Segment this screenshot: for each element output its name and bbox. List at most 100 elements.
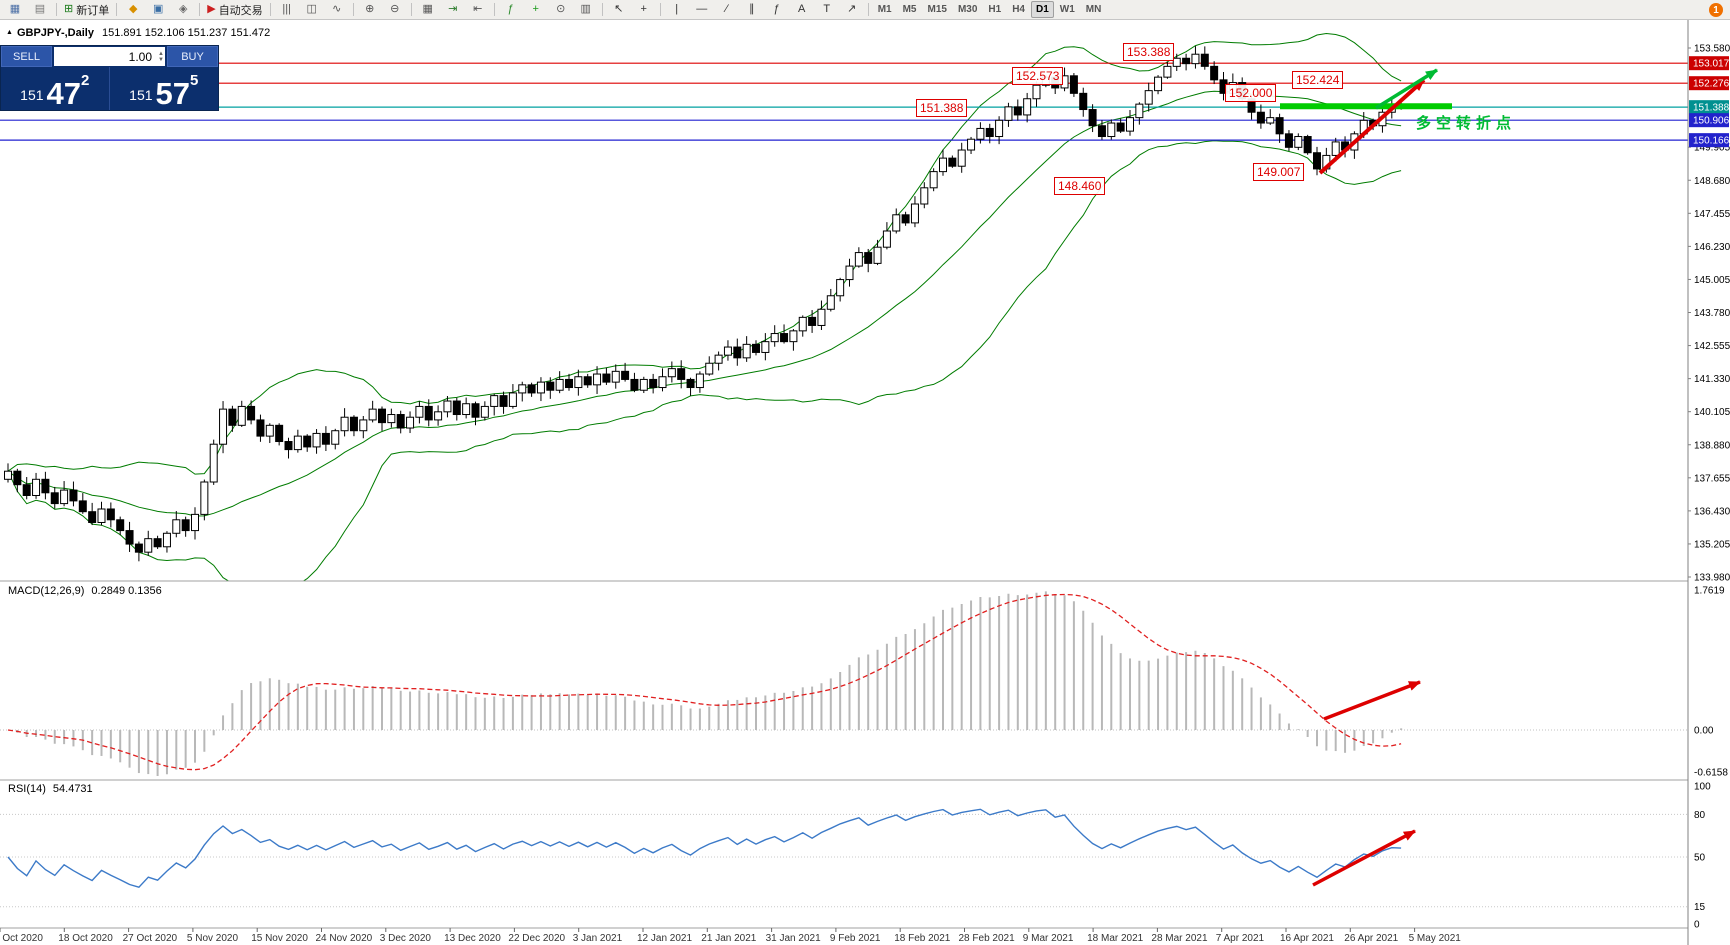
- time-axis-label: 16 Apr 2021: [1280, 933, 1334, 944]
- text-label-icon: T: [823, 3, 831, 15]
- timeframe-h1-button[interactable]: H1: [988, 4, 1002, 15]
- add-indicator-icon: +: [532, 3, 539, 15]
- text-label-button[interactable]: T: [815, 0, 839, 19]
- volume-spinner-icon[interactable]: ▲ ▼: [158, 50, 164, 63]
- candlestick-mode-icon: ◫: [306, 3, 317, 15]
- timeframe-w1-button[interactable]: W1: [1059, 4, 1075, 15]
- notification-badge[interactable]: 1: [1709, 3, 1723, 17]
- price-axis[interactable]: [1688, 20, 1730, 945]
- cursor-button[interactable]: ↖: [607, 0, 631, 19]
- price-callout[interactable]: 152.000: [1225, 84, 1277, 102]
- sell-button[interactable]: SELL: [1, 46, 52, 67]
- autotrading-icon: ▶: [207, 3, 216, 15]
- tile-windows-button[interactable]: ▦: [416, 0, 440, 19]
- zoom-out-button[interactable]: ⊖: [383, 0, 407, 19]
- indicators-list-button[interactable]: ƒ: [499, 0, 523, 19]
- line-chart-mode-button[interactable]: ∿: [325, 0, 349, 19]
- autotrading-label: 自动交易: [218, 4, 263, 17]
- volume-value: 1.00: [128, 49, 152, 64]
- time-axis-label: 5 May 2021: [1409, 933, 1462, 944]
- market-watch-button[interactable]: ◆: [121, 0, 145, 19]
- text-button[interactable]: A: [790, 0, 814, 19]
- timeframe-m1-button[interactable]: M1: [877, 4, 892, 15]
- rsi-axis-label: 15: [1694, 902, 1706, 913]
- rsi-pane[interactable]: [0, 808, 1688, 908]
- horizontal-line-button[interactable]: —: [690, 0, 714, 19]
- timeframe-d1-button[interactable]: D1: [1031, 1, 1054, 18]
- price-callout[interactable]: 149.007: [1253, 163, 1305, 181]
- arrows-tool-button[interactable]: ↗: [840, 0, 864, 19]
- zoom-in-button[interactable]: ⊕: [358, 0, 382, 19]
- price-tag-label: 150.166: [1693, 136, 1730, 147]
- price-tag: [1689, 56, 1729, 71]
- buy-price[interactable]: 151 57 5: [129, 72, 199, 111]
- time-axis-label: 31 Jan 2021: [766, 933, 821, 944]
- price-tag: [1689, 113, 1729, 128]
- trendline-button[interactable]: ∕: [715, 0, 739, 19]
- templates-button[interactable]: ▥: [574, 0, 598, 19]
- macd-pane[interactable]: [0, 591, 1688, 776]
- timeframe-h4-button[interactable]: H4: [1012, 4, 1025, 15]
- bollinger-middle: [7, 90, 1402, 517]
- chart-profiles-button[interactable]: ▤: [28, 0, 52, 19]
- new-chart-button[interactable]: ▦: [3, 0, 27, 19]
- toolbar-separator: [269, 3, 271, 16]
- chart-shift-button[interactable]: ⇤: [466, 0, 490, 19]
- price-callout[interactable]: 152.424: [1292, 71, 1344, 89]
- price-tag-label: 150.906: [1693, 116, 1730, 127]
- buy-button[interactable]: BUY: [167, 46, 218, 67]
- new-order-button[interactable]: ⊞ 新订单: [61, 0, 112, 19]
- price-tag: [1689, 76, 1729, 91]
- rsi-header: RSI(14) 54.4731: [8, 783, 93, 795]
- timeframe-m5-button[interactable]: M5: [902, 4, 917, 15]
- price-callout[interactable]: 151.388: [916, 99, 968, 117]
- one-click-collapse-icon[interactable]: ▲: [6, 29, 13, 36]
- time-axis-label: 3 Dec 2020: [380, 933, 432, 944]
- crosshair-button[interactable]: +: [632, 0, 656, 19]
- timeframe-m15-button[interactable]: M15: [927, 4, 947, 15]
- price-callout[interactable]: 153.388: [1123, 43, 1175, 61]
- data-window-button[interactable]: ▣: [146, 0, 170, 19]
- trend-arrow[interactable]: [1375, 68, 1438, 110]
- toolbar-separator: [659, 3, 661, 16]
- time-axis-label: 18 Oct 2020: [58, 933, 113, 944]
- equidistant-channel-button[interactable]: ∥: [740, 0, 764, 19]
- new-chart-icon: ▦: [9, 3, 21, 15]
- vertical-line-icon: |: [675, 3, 679, 15]
- bar-chart-mode-button[interactable]: |||: [275, 0, 299, 19]
- main-pane[interactable]: [0, 32, 1688, 594]
- price-callout[interactable]: 148.460: [1054, 177, 1106, 195]
- sell-price[interactable]: 151 47 2: [1, 67, 110, 110]
- candlestick-mode-button[interactable]: ◫: [300, 0, 324, 19]
- time-axis-label: 18 Feb 2021: [894, 933, 951, 944]
- turning-point-annotation[interactable]: 多空转折点: [1416, 115, 1517, 132]
- rsi-axis-label: 50: [1694, 853, 1706, 864]
- price-callout[interactable]: 152.573: [1012, 67, 1064, 85]
- autotrading-button[interactable]: ▶ 自动交易: [204, 0, 265, 19]
- timeframe-mn-button[interactable]: MN: [1085, 4, 1102, 15]
- fibonacci-button[interactable]: ƒ: [765, 0, 789, 19]
- timeframe-m30-button[interactable]: M30: [957, 4, 978, 15]
- time-axis-label: 12 Jan 2021: [637, 933, 692, 944]
- data-window-icon: ▣: [153, 3, 164, 15]
- price-tag-label: 153.017: [1693, 59, 1730, 70]
- bar-chart-mode-icon: |||: [282, 3, 291, 15]
- auto-scroll-button[interactable]: ⇥: [441, 0, 465, 19]
- rsi-arrow[interactable]: [1312, 829, 1416, 887]
- new-order-icon: ⊞: [64, 3, 74, 15]
- macd-arrow[interactable]: [1323, 680, 1421, 721]
- vertical-line-button[interactable]: |: [665, 0, 689, 19]
- price-axis-label: 137.655: [1694, 473, 1730, 484]
- add-indicator-button[interactable]: +: [524, 0, 548, 19]
- navigator-button[interactable]: ◈: [171, 0, 195, 19]
- chart-background: [0, 20, 1730, 945]
- price-tag-label: 152.276: [1693, 79, 1730, 90]
- price-axis-label: 136.430: [1694, 506, 1730, 517]
- price-axis-label: 148.680: [1694, 176, 1730, 187]
- trend-arrow[interactable]: [1318, 78, 1426, 175]
- volume-input[interactable]: 1.00 ▲ ▼: [54, 47, 165, 66]
- periods-button[interactable]: ⊙: [549, 0, 573, 19]
- time-axis-label: 13 Dec 2020: [444, 933, 501, 944]
- time-axis-label: 5 Nov 2020: [187, 933, 239, 944]
